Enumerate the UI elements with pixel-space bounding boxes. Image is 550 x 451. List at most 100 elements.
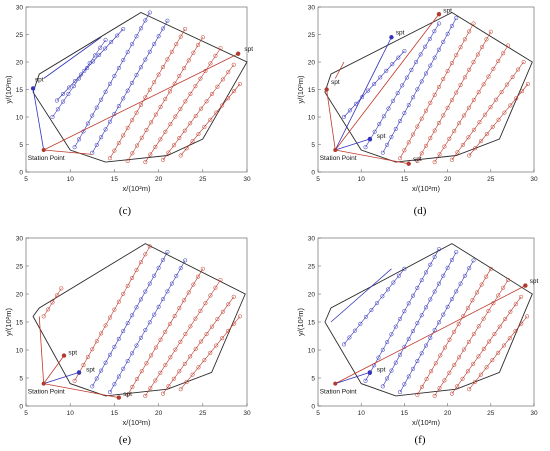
waypoint-marker [191,282,196,287]
waypoint-marker [471,21,476,26]
y-tick-label: 10 [308,114,316,121]
waypoint-marker [191,50,196,55]
waypoint-marker [471,97,476,102]
waypoint-marker [138,102,143,108]
waypoint-marker [171,376,176,381]
y-tick-label: 30 [308,4,316,11]
y-tick-label: 15 [16,87,24,94]
panel-c: 5 10 15 20 25 30051015202530x/(10²m)y/(10²m)(… [4,4,253,217]
sweep-line [434,45,509,163]
x-tick-label: 25 [487,410,495,417]
spt-point-marker [116,395,122,400]
transfer-path [330,268,392,323]
sweep-line [56,28,124,101]
waypoint-marker [218,277,223,283]
spt-label: spt [530,278,539,285]
waypoint-marker [226,328,231,334]
waypoint-marker [482,112,488,117]
waypoint-marker [396,273,401,278]
waypoint-marker [103,89,108,94]
waypoint-marker [148,386,153,391]
waypoint-marker [385,287,390,292]
x-tick-label: 10 [358,410,366,417]
spt-point-marker [30,86,36,91]
waypoint-marker [143,328,148,333]
sweep-line [365,23,440,148]
waypoint-marker [423,71,429,76]
waypoint-marker [398,316,403,321]
y-tick-label: 10 [308,347,316,354]
y-tick-label: 20 [16,291,24,298]
waypoint-marker [165,289,170,294]
waypoint-marker [432,393,437,398]
waypoint-marker [484,274,489,279]
waypoint-marker [454,15,459,21]
waypoint-marker [143,393,148,398]
spt-label: spt [377,366,386,373]
waypoint-marker [50,114,55,120]
waypoint-marker [188,121,193,126]
waypoint-marker [138,26,143,31]
spt-point-marker [235,51,241,56]
waypoint-marker [436,120,442,126]
waypoint-marker [457,355,462,360]
waypoint-marker [454,90,459,95]
waypoint-marker [208,61,213,66]
waypoint-marker [484,37,489,42]
waypoint-marker [85,355,90,360]
x-tick-label: 20 [444,176,452,183]
waypoint-marker [90,150,95,155]
waypoint-marker [143,289,148,294]
waypoint-marker [513,328,518,334]
waypoint-marker [188,91,193,96]
waypoint-marker [442,144,447,149]
waypoint-marker [226,70,231,75]
waypoint-marker [134,305,139,310]
waypoint-marker [347,335,352,340]
sweep-line [382,251,457,387]
waypoint-marker [215,84,220,89]
waypoint-marker [481,316,486,321]
sweep-line [451,61,524,161]
waypoint-marker [116,65,121,71]
station-point-label: Station Point [320,389,357,396]
transfer-path [43,149,93,155]
waypoint-marker [476,324,481,329]
waypoint-marker [153,112,158,117]
waypoint-marker [415,392,420,397]
waypoint-marker [398,352,403,357]
waypoint-marker [486,74,491,79]
spt-point-marker [389,35,394,40]
waypoint-marker [410,132,416,137]
waypoint-marker [138,297,143,302]
waypoint-marker [125,392,130,397]
waypoint-marker [391,280,396,285]
waypoint-marker [90,347,95,352]
waypoint-marker [460,142,466,147]
waypoint-marker [186,58,191,63]
waypoint-marker [471,60,476,65]
waypoint-marker [91,59,96,64]
waypoint-marker [99,331,104,336]
waypoint-marker [428,297,433,302]
waypoint-marker [490,358,495,363]
waypoint-marker [177,369,182,374]
waypoint-marker [391,98,396,103]
waypoint-marker [237,81,242,87]
waypoint-marker [467,266,472,271]
waypoint-marker [506,277,511,283]
waypoint-marker [134,343,139,348]
waypoint-marker [107,315,113,320]
waypoint-marker [147,87,152,92]
waypoint-marker [198,308,203,313]
waypoint-marker [78,72,84,77]
y-tick-label: 30 [308,235,316,242]
station-point-marker [333,381,338,386]
waypoint-marker [488,29,493,34]
waypoint-marker [402,148,407,153]
waypoint-marker [214,110,219,115]
waypoint-marker [171,143,176,148]
waypoint-marker [209,91,215,97]
waypoint-marker [183,258,188,263]
waypoint-marker [402,48,407,54]
